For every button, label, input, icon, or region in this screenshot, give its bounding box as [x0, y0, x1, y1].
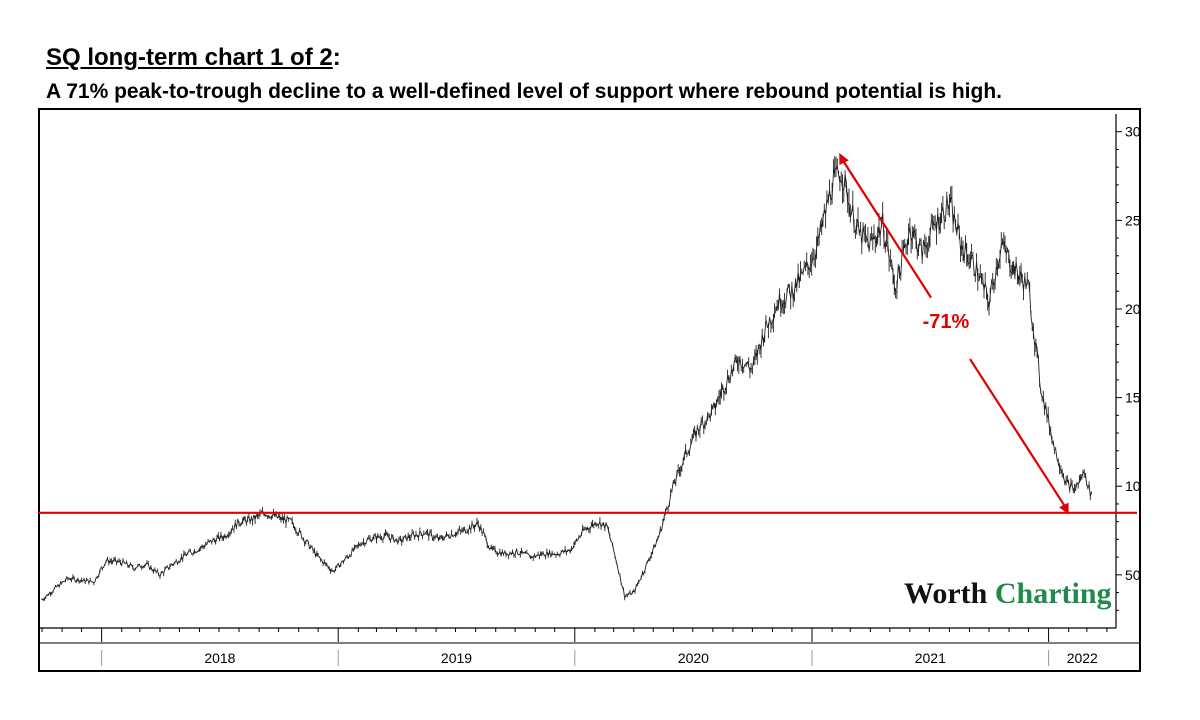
x-tick-label: 2019	[441, 650, 472, 666]
y-tick-label: 100	[1125, 478, 1141, 494]
x-tick-label: 2022	[1067, 650, 1098, 666]
y-tick-label: 150	[1125, 390, 1141, 406]
x-tick-label: 2018	[204, 650, 235, 666]
chart-frame	[38, 108, 1141, 672]
chart-title: SQ long-term chart 1 of 2:	[46, 44, 341, 72]
arrow-head-top	[839, 152, 849, 165]
y-axis: 50 100 150 200 250 300	[1115, 114, 1141, 628]
decline-percent-label: -71%	[923, 311, 970, 333]
arrow-head-bottom	[1059, 502, 1069, 515]
y-tick-label: 300	[1125, 124, 1141, 140]
y-tick-label: 250	[1125, 212, 1141, 228]
x-tick-label: 2020	[678, 650, 709, 666]
stock-chart: 50 100 150 200 250 300 2018 2019 2020 2021 2022 -…	[38, 114, 1141, 666]
logo-text-charting: Charting	[994, 577, 1112, 610]
y-tick-label: 50	[1125, 567, 1141, 583]
plot-area	[41, 156, 1092, 601]
chart-title-text: SQ long-term chart 1 of 2	[46, 44, 333, 71]
y-tick-label: 200	[1125, 301, 1141, 317]
price-series-line	[41, 156, 1092, 601]
x-tick-label: 2021	[915, 650, 946, 666]
x-axis: 2018 2019 2020 2021 2022	[38, 627, 1141, 666]
chart-title-colon: :	[332, 44, 341, 71]
chart-subtitle: A 71% peak-to-trough decline to a well-d…	[46, 80, 1002, 103]
annotations: -71%	[38, 152, 1137, 515]
arrow-upper-shaft	[842, 160, 932, 299]
logo-text-worth: Worth	[904, 577, 988, 610]
worth-charting-logo: Worth Charting	[904, 577, 1112, 611]
arrow-lower-shaft	[969, 358, 1067, 509]
